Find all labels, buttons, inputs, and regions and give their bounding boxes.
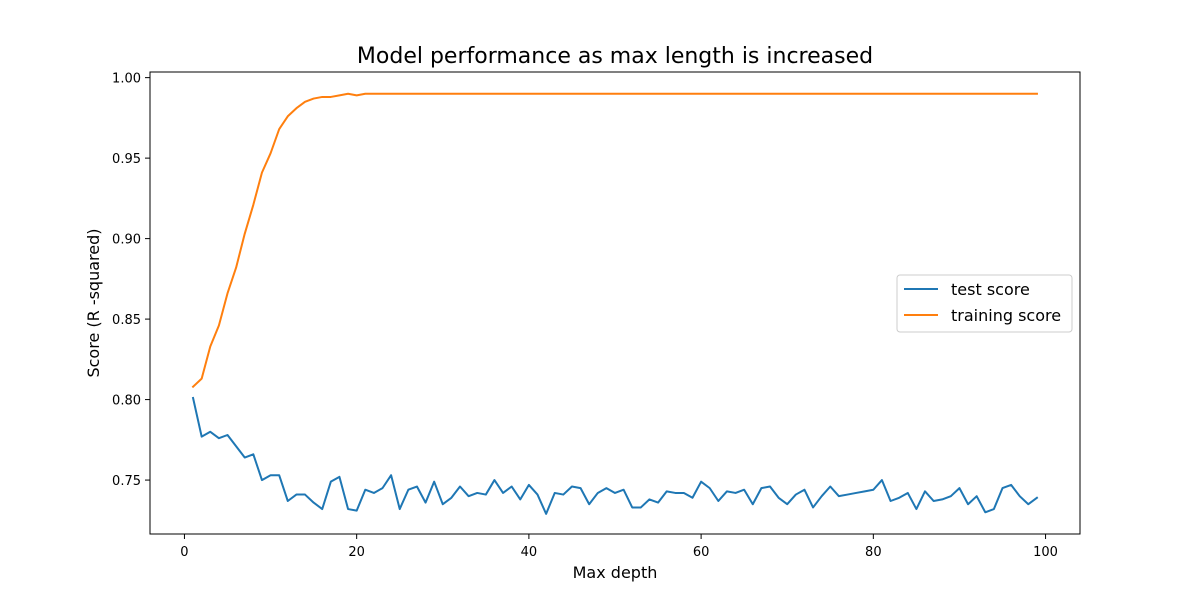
x-tick-label: 60 <box>693 545 710 560</box>
x-tick-label: 40 <box>521 545 538 560</box>
legend-label-test-score: test score <box>951 280 1030 299</box>
x-tick-label: 80 <box>865 545 882 560</box>
chart-title: Model performance as max length is incre… <box>357 44 873 69</box>
plot-area <box>191 92 1039 515</box>
y-tick-label: 1.00 <box>112 72 141 87</box>
x-axis: 0 20 40 60 80 100 <box>180 534 1058 560</box>
y-tick-label: 0.95 <box>112 152 141 167</box>
y-tick-label: 0.90 <box>112 233 141 248</box>
y-tick-label: 0.80 <box>112 394 141 409</box>
series-line-test-score <box>191 396 1039 515</box>
legend-label-training-score: training score <box>951 306 1061 325</box>
legend-box <box>896 274 1073 333</box>
y-tick-label: 0.75 <box>112 474 141 489</box>
y-axis: 0.75 0.80 0.85 0.90 0.95 1.00 <box>112 72 150 489</box>
x-axis-label: Max depth <box>573 563 658 582</box>
x-tick-label: 0 <box>180 545 188 560</box>
y-tick-label: 0.85 <box>112 313 141 328</box>
legend: test score training score <box>896 274 1073 333</box>
x-tick-label: 20 <box>348 545 365 560</box>
x-tick-label: 100 <box>1033 545 1058 560</box>
series-line-training-score <box>191 92 1038 389</box>
y-axis-label: Score (R -squared) <box>84 228 103 377</box>
plot-frame <box>149 71 1081 535</box>
